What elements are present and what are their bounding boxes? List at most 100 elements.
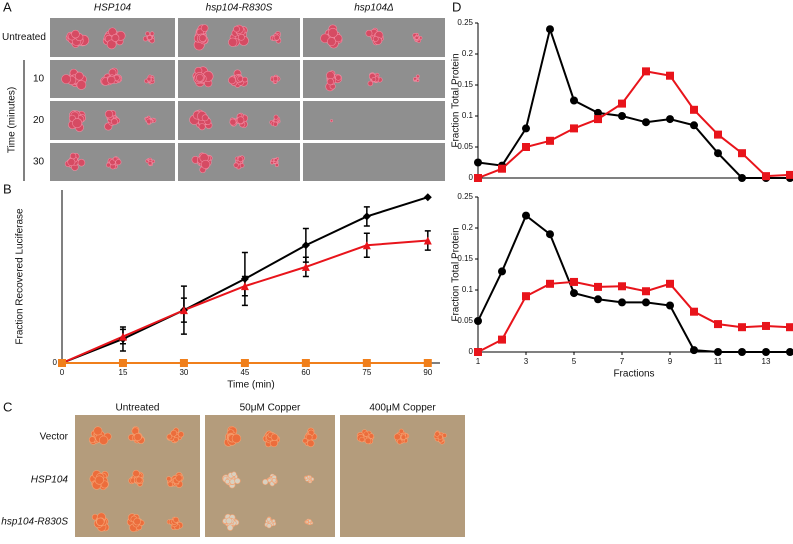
colony [228, 76, 236, 85]
marker [423, 236, 432, 245]
row-label: 10 [33, 74, 45, 85]
colony [270, 433, 279, 441]
marker [786, 348, 793, 356]
marker [594, 282, 602, 291]
marker [570, 124, 578, 133]
marker [762, 321, 770, 330]
y-tick-label: 0.05 [457, 316, 473, 325]
colony [224, 478, 231, 485]
marker [570, 96, 578, 105]
colony [133, 517, 142, 526]
colony [93, 426, 103, 436]
colony [372, 36, 379, 42]
colony [98, 435, 109, 445]
colony [271, 478, 277, 483]
colony [359, 436, 365, 443]
colony [96, 517, 105, 526]
panel-label: B [3, 181, 12, 196]
marker [423, 359, 432, 367]
column-header: HSP104 [94, 3, 132, 14]
colony [132, 469, 140, 478]
colony [229, 118, 237, 126]
colony [416, 79, 420, 83]
marker [666, 115, 674, 124]
marker [666, 279, 674, 288]
colony [173, 436, 179, 443]
colony [135, 476, 143, 484]
colony [234, 477, 241, 485]
column-header: hsp104Δ [354, 3, 394, 14]
marker [738, 323, 746, 332]
marker [546, 25, 554, 34]
colony [239, 163, 245, 168]
marker [642, 118, 650, 127]
marker [118, 332, 127, 341]
row-label: hsp104-R830S [1, 517, 68, 528]
colony [77, 158, 86, 167]
row-label: 20 [33, 115, 45, 126]
x-axis-label: Fractions [613, 369, 654, 380]
colony [198, 34, 207, 42]
colony [104, 110, 114, 119]
colony [111, 33, 120, 42]
axis-label: Time (minutes) [7, 87, 18, 153]
marker [179, 359, 188, 367]
colony [273, 114, 279, 120]
colony [106, 39, 117, 50]
colony [335, 74, 342, 81]
colony [273, 34, 280, 41]
y-tick-label: 0.15 [457, 80, 473, 89]
colony [229, 478, 236, 485]
marker [642, 287, 650, 296]
row-label: HSP104 [31, 475, 69, 486]
marker [118, 359, 127, 367]
y-tick-label: 0.05 [457, 142, 473, 151]
colony [233, 25, 240, 33]
colony [146, 118, 152, 124]
y-tick-label: 0.2 [462, 223, 474, 232]
colony [328, 27, 338, 38]
colony [400, 434, 407, 440]
marker [714, 130, 722, 139]
colony [88, 436, 96, 443]
marker [522, 124, 530, 133]
colony [71, 29, 80, 39]
marker [690, 346, 698, 355]
marker [594, 108, 602, 117]
colony [327, 37, 336, 47]
colony [413, 76, 417, 81]
colony [74, 71, 84, 81]
colony [236, 116, 245, 124]
colony [107, 75, 116, 85]
colony [330, 119, 334, 123]
colony [302, 438, 308, 444]
colony [147, 160, 153, 166]
colony [72, 118, 83, 129]
marker [58, 359, 66, 367]
colony [166, 433, 173, 440]
plate [303, 143, 445, 181]
marker [738, 174, 746, 182]
x-tick-label: 13 [762, 357, 771, 366]
colony [69, 152, 77, 160]
marker [594, 295, 602, 304]
marker [498, 335, 506, 344]
y-tick-label: 0.25 [457, 192, 473, 201]
x-tick-label: 0 [60, 368, 65, 377]
x-tick-label: 7 [620, 357, 625, 366]
marker [423, 193, 432, 202]
colony [414, 35, 419, 40]
row-label: 30 [33, 157, 45, 168]
marker [522, 292, 530, 301]
marker [714, 320, 722, 329]
colony [304, 476, 309, 480]
x-tick-label: 3 [524, 357, 529, 366]
colony [437, 434, 443, 440]
marker [762, 348, 770, 356]
colony [198, 123, 206, 131]
marker [498, 164, 506, 173]
marker [546, 136, 554, 145]
marker [594, 115, 602, 124]
marker [690, 105, 698, 114]
colony [67, 158, 76, 167]
